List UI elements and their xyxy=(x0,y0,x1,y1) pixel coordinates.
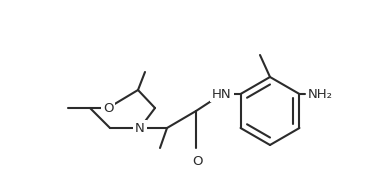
Text: O: O xyxy=(103,102,113,115)
Text: N: N xyxy=(135,122,145,134)
Text: NH₂: NH₂ xyxy=(307,88,332,100)
Text: HN: HN xyxy=(212,88,232,100)
Text: O: O xyxy=(193,155,203,168)
